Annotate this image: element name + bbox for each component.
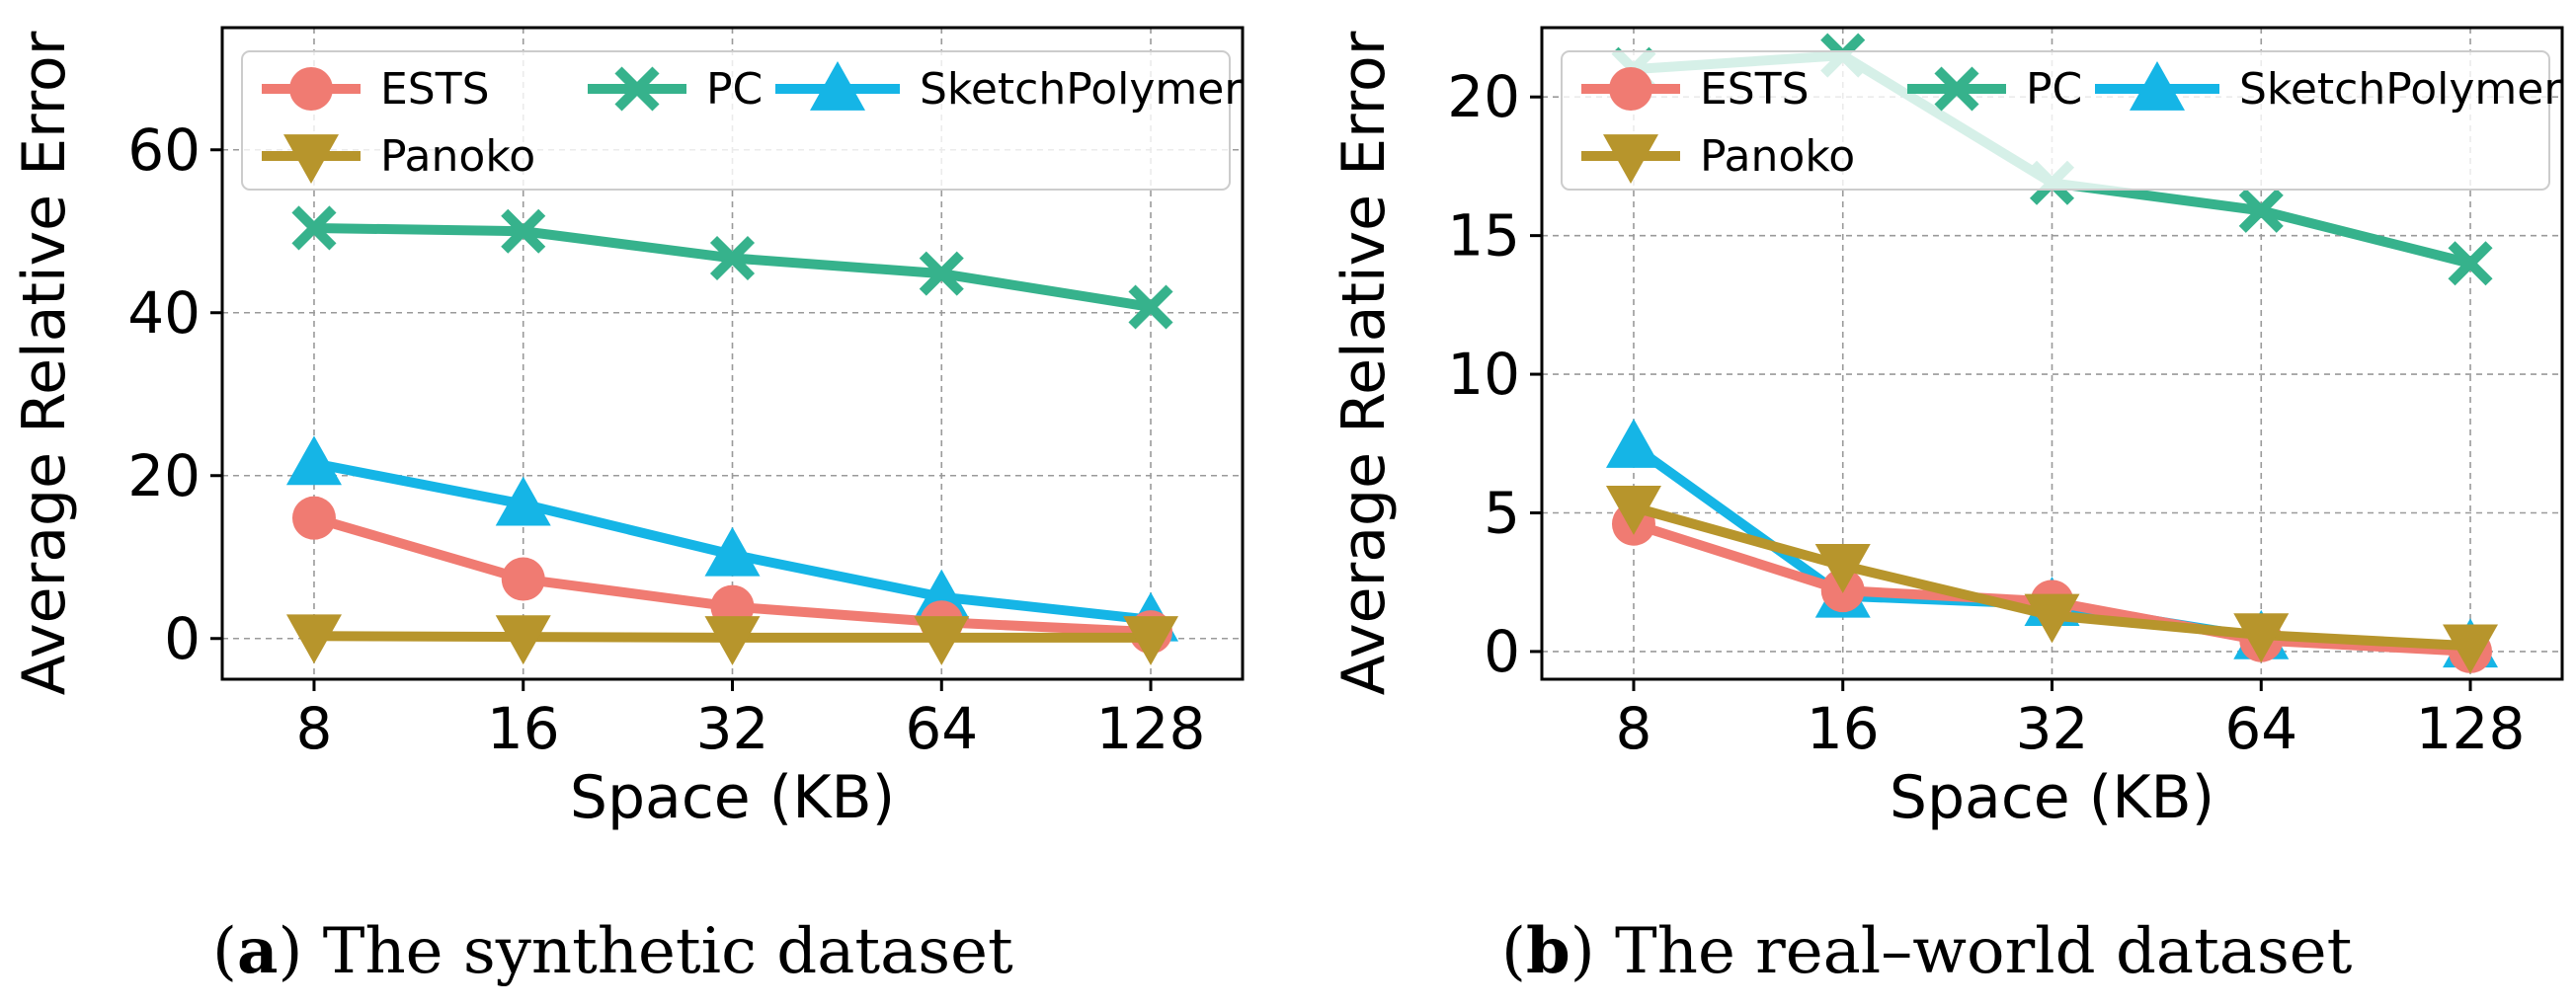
x-tick-label: 8 [296, 695, 333, 762]
data-point-pc [501, 208, 546, 254]
legend-label: PC [2026, 64, 2082, 115]
data-point-panoko [495, 615, 551, 665]
x-tick-label: 32 [696, 695, 769, 762]
data-point-ests [501, 557, 545, 601]
x-tick-label: 32 [2016, 695, 2089, 762]
caption-open-paren: ( [212, 915, 237, 988]
data-point-panoko [1814, 544, 1871, 593]
legend-box [1561, 50, 2550, 191]
data-point-panoko [914, 616, 970, 665]
chart-b: ESTS PC SketchPolymer Panoko 8 16 32 64 128 0 5 10 1… [1329, 26, 2564, 988]
y-tick-label: 40 [127, 279, 201, 347]
legend-item-pc: PC [588, 64, 763, 115]
legend-label: ESTS [1700, 64, 1810, 115]
data-point-ests [291, 496, 336, 540]
x-tick-label: 128 [1096, 695, 1206, 762]
x-axis: 8 16 32 64 128 [1616, 679, 2526, 762]
caption-label: a [237, 914, 278, 988]
legend-marker [289, 67, 333, 111]
data-point-pc [2448, 241, 2493, 286]
x-tick-label: 64 [905, 695, 978, 762]
x-tick-label: 16 [487, 695, 560, 762]
x-tick-label: 64 [2224, 695, 2297, 762]
y-tick-label: 20 [1447, 63, 1520, 130]
data-point-panoko [1123, 616, 1179, 665]
legend: ESTS PC SketchPolymer Panoko [241, 50, 1243, 191]
x-tick-label: 128 [2416, 695, 2526, 762]
legend-item-panoko: Panoko [262, 131, 535, 184]
x-axis: 8 16 32 64 128 [296, 679, 1206, 762]
data-point-sketchpolymer [285, 435, 342, 486]
legend-marker [1603, 134, 1658, 184]
y-tick-label: 15 [1447, 202, 1520, 270]
y-tick-label: 5 [1484, 479, 1520, 546]
data-point-panoko [2233, 613, 2290, 663]
caption-text: ) The synthetic dataset [278, 915, 1013, 988]
legend-box [241, 50, 1231, 191]
chart-caption: (b) The real–world dataset [1501, 914, 2353, 988]
data-point-panoko [2024, 593, 2080, 644]
legend-label: SketchPolymer [920, 64, 1243, 115]
legend-marker [1609, 67, 1652, 111]
data-point-panoko [2443, 624, 2499, 674]
chart-caption: (a) The synthetic dataset [212, 914, 1013, 988]
legend-marker [614, 66, 660, 112]
series-panoko [1605, 486, 2499, 674]
legend-label: ESTS [380, 64, 490, 115]
data-point-pc [2238, 188, 2284, 233]
chart-a: ESTS PC SketchPolymer Panoko 8 16 32 64 128 0 20 40… [10, 26, 1245, 988]
y-tick-label: 60 [127, 116, 201, 184]
y-tick-label: 0 [164, 605, 201, 672]
data-point-panoko [704, 616, 761, 665]
x-tick-label: 8 [1616, 695, 1652, 762]
data-point-pc [919, 251, 964, 296]
y-axis: 0 5 10 15 20 [1447, 63, 1542, 685]
legend-item-sketchpolymer: SketchPolymer [2095, 61, 2562, 115]
data-point-sketchpolymer [495, 476, 551, 526]
data-point-pc [709, 235, 756, 281]
legend-label: Panoko [380, 131, 535, 182]
data-point-sketchpolymer [704, 526, 761, 577]
y-axis: 0 20 40 60 [127, 116, 222, 672]
series-pc [291, 205, 1173, 330]
data-point-panoko [1605, 486, 1661, 535]
x-tick-label: 16 [1807, 695, 1880, 762]
legend-label: SketchPolymer [2239, 64, 2562, 115]
legend-item-ests: ESTS [1581, 64, 1810, 115]
legend: ESTS PC SketchPolymer Panoko [1561, 50, 2562, 191]
y-tick-label: 10 [1447, 341, 1520, 408]
data-point-pc [291, 205, 337, 251]
caption-text: ) The real–world dataset [1570, 915, 2353, 988]
x-axis-title: Space (KB) [1890, 763, 2214, 832]
data-point-sketchpolymer [1605, 419, 1661, 468]
legend-item-panoko: Panoko [1581, 131, 1855, 184]
legend-marker [810, 61, 865, 111]
legend-marker [1934, 66, 1979, 112]
y-tick-label: 20 [127, 442, 201, 509]
data-point-pc [1128, 284, 1173, 330]
data-point-panoko [285, 614, 342, 664]
legend-label: Panoko [1700, 131, 1855, 182]
legend-marker [2130, 61, 2185, 111]
y-axis-title: Average Relative Error [1329, 31, 1399, 695]
legend-item-sketchpolymer: SketchPolymer [775, 61, 1243, 115]
legend-marker [283, 134, 339, 184]
legend-item-ests: ESTS [262, 64, 490, 115]
legend-item-pc: PC [1907, 64, 2082, 115]
y-axis-title: Average Relative Error [10, 31, 79, 695]
caption-label: b [1526, 914, 1570, 988]
series-panoko [285, 614, 1179, 665]
legend-label: PC [706, 64, 763, 115]
caption-open-paren: ( [1501, 915, 1526, 988]
x-axis-title: Space (KB) [570, 763, 895, 832]
y-tick-label: 0 [1484, 618, 1520, 685]
